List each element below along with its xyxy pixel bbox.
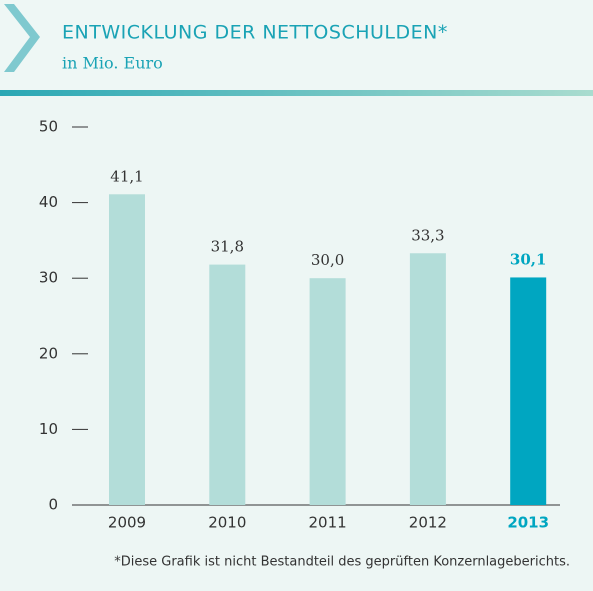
x-tick-label: 2010 bbox=[208, 514, 246, 532]
x-tick-label: 2013 bbox=[507, 514, 549, 532]
y-tick-label: 0 bbox=[48, 496, 58, 514]
value-label: 41,1 bbox=[110, 167, 143, 185]
x-tick-label: 2012 bbox=[409, 514, 447, 532]
y-tick-label: 50 bbox=[39, 118, 58, 136]
bar bbox=[109, 194, 145, 505]
x-tick-label: 2009 bbox=[108, 514, 146, 532]
y-tick-label: 10 bbox=[39, 420, 58, 438]
bar bbox=[409, 253, 446, 505]
header-arrow bbox=[4, 4, 40, 72]
header bbox=[0, 0, 593, 90]
value-label: 31,8 bbox=[211, 238, 244, 256]
header-band bbox=[0, 90, 593, 96]
bar bbox=[309, 278, 346, 505]
bar bbox=[209, 264, 246, 505]
chart-title: ENTWICKLUNG DER NETTOSCHULDEN* bbox=[62, 22, 448, 44]
y-tick-label: 40 bbox=[39, 193, 58, 211]
value-label: 30,1 bbox=[510, 250, 547, 268]
footnote: *Diese Grafik ist nicht Bestandteil des … bbox=[114, 555, 570, 570]
bar bbox=[510, 277, 547, 505]
x-tick-label: 2011 bbox=[309, 514, 347, 532]
y-tick-label: 30 bbox=[39, 269, 58, 287]
chart-subtitle: in Mio. Euro bbox=[62, 54, 163, 73]
value-label: 30,0 bbox=[311, 251, 344, 269]
y-tick-label: 20 bbox=[39, 344, 58, 362]
value-label: 33,3 bbox=[411, 226, 444, 244]
